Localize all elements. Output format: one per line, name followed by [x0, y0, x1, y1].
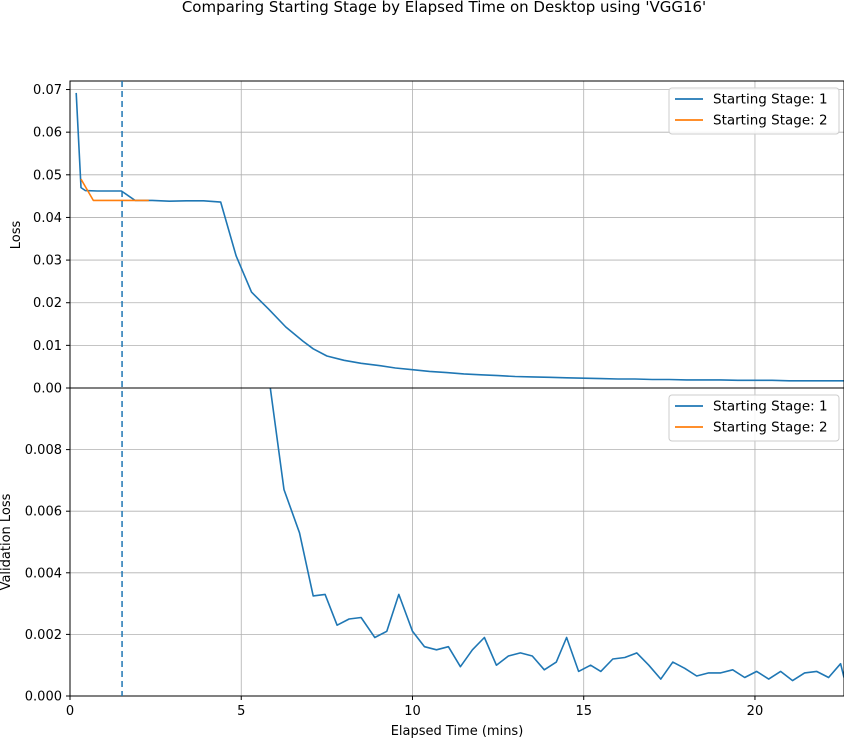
- top-y-tick-label: 0.07: [33, 83, 62, 98]
- bottom-y-tick-label: 0.004: [25, 566, 62, 581]
- top-legend: Starting Stage: 1 Starting Stage: 2: [668, 87, 840, 135]
- top-series-line-2: [80, 178, 149, 202]
- bottom-series: [269, 387, 844, 682]
- top-y-tick-label: 0.06: [33, 126, 62, 141]
- bottom-legend-box: [668, 394, 840, 442]
- chart-title: Comparing Starting Stage by Elapsed Time…: [182, 0, 706, 16]
- top-legend-label-2: Starting Stage: 2: [713, 113, 828, 129]
- x-axis-label: Elapsed Time (mins): [391, 724, 524, 739]
- top-y-axis-label: Loss: [9, 221, 24, 250]
- top-y-ticks: 0.00 0.01 0.02 0.03 0.04 0.05 0.06 0.07: [33, 83, 70, 397]
- bottom-y-axis-label: Validation Loss: [0, 493, 14, 590]
- top-series: [75, 92, 844, 382]
- bottom-y-tick-label: 0.002: [25, 628, 62, 643]
- x-ticks: 0 5 10 15 20: [66, 696, 763, 719]
- top-legend-label-1: Starting Stage: 1: [713, 92, 828, 108]
- bottom-y-tick-label: 0.008: [25, 443, 62, 458]
- bottom-plot-frame: [69, 387, 844, 697]
- bottom-y-tick-label: 0.000: [25, 690, 62, 705]
- panel-loss: 0.00 0.01 0.02 0.03 0.04 0.05 0.06 0.07 Loss St…: [9, 80, 844, 397]
- x-tick-label: 5: [237, 704, 245, 719]
- bottom-legend: Starting Stage: 1 Starting Stage: 2: [668, 394, 840, 442]
- x-tick-label: 15: [575, 704, 592, 719]
- bottom-y-ticks: 0.000 0.002 0.004 0.006 0.008: [25, 443, 70, 705]
- bottom-series-line-1: [269, 387, 844, 682]
- top-y-tick-label: 0.03: [33, 254, 62, 269]
- top-series-line-1: [75, 92, 844, 382]
- top-y-tick-label: 0.04: [33, 211, 62, 226]
- top-y-tick-label: 0.02: [33, 296, 62, 311]
- x-tick-label: 10: [404, 704, 421, 719]
- top-y-tick-label: 0.00: [33, 382, 62, 397]
- x-tick-label: 20: [747, 704, 764, 719]
- bottom-legend-label-2: Starting Stage: 2: [713, 420, 828, 436]
- panel-validation-loss: 0.000 0.002 0.004 0.006 0.008 Validation Los…: [0, 387, 844, 705]
- top-legend-box: [668, 87, 840, 135]
- bottom-legend-label-1: Starting Stage: 1: [713, 399, 828, 415]
- bottom-y-tick-label: 0.006: [25, 505, 62, 520]
- top-y-tick-label: 0.05: [33, 168, 62, 183]
- x-tick-label: 0: [66, 704, 74, 719]
- top-y-tick-label: 0.01: [33, 339, 62, 354]
